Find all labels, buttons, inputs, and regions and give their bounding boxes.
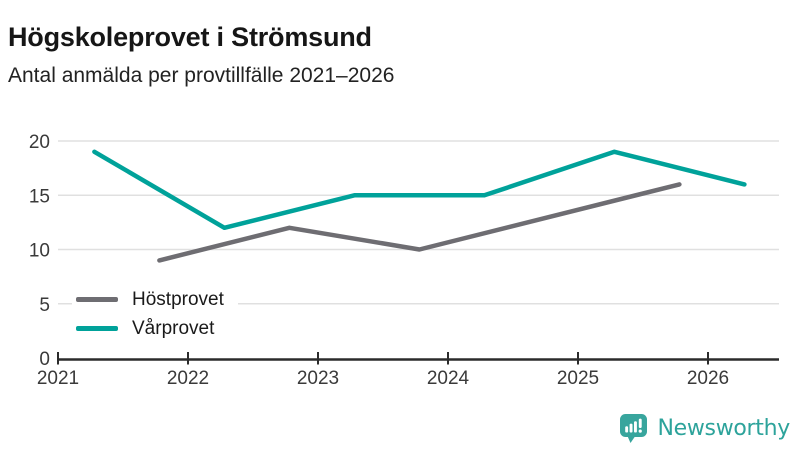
y-tick-label-0: 0	[39, 349, 50, 370]
x-tick-label-2026: 2026	[687, 368, 729, 389]
y-tick-label-15: 15	[29, 186, 50, 207]
bar-chart-speech-bubble-icon	[620, 414, 648, 443]
x-tick-label-2024: 2024	[427, 368, 470, 389]
x-tick-label-2021: 2021	[37, 368, 79, 389]
legend-swatch-höstprovet	[76, 297, 118, 302]
legend-item-höstprovet: Höstprovet	[76, 287, 224, 312]
legend-label-höstprovet: Höstprovet	[132, 289, 224, 310]
series-line-höstprovet	[157, 182, 682, 263]
x-tick-label-2023: 2023	[297, 368, 339, 389]
legend-swatch-vårprovet	[76, 326, 118, 331]
y-tick-label-10: 10	[29, 241, 50, 262]
x-tick-label-2022: 2022	[167, 368, 209, 389]
legend-label-vårprovet: Vårprovet	[132, 318, 215, 339]
chart-legend: Höstprovet Vårprovet	[72, 285, 238, 345]
y-tick-label-5: 5	[39, 295, 50, 316]
branding: Newsworthy	[619, 413, 790, 444]
legend-item-vårprovet: Vårprovet	[76, 316, 224, 341]
chart-subtitle: Antal anmälda per provtillfälle 2021–202…	[8, 64, 395, 87]
y-tick-label-20: 20	[29, 132, 50, 153]
series-line-vårprovet	[92, 149, 747, 231]
branding-label: Newsworthy	[657, 416, 790, 441]
chart-title: Högskoleprovet i Strömsund	[8, 22, 372, 53]
x-tick-label-2025: 2025	[557, 368, 599, 389]
